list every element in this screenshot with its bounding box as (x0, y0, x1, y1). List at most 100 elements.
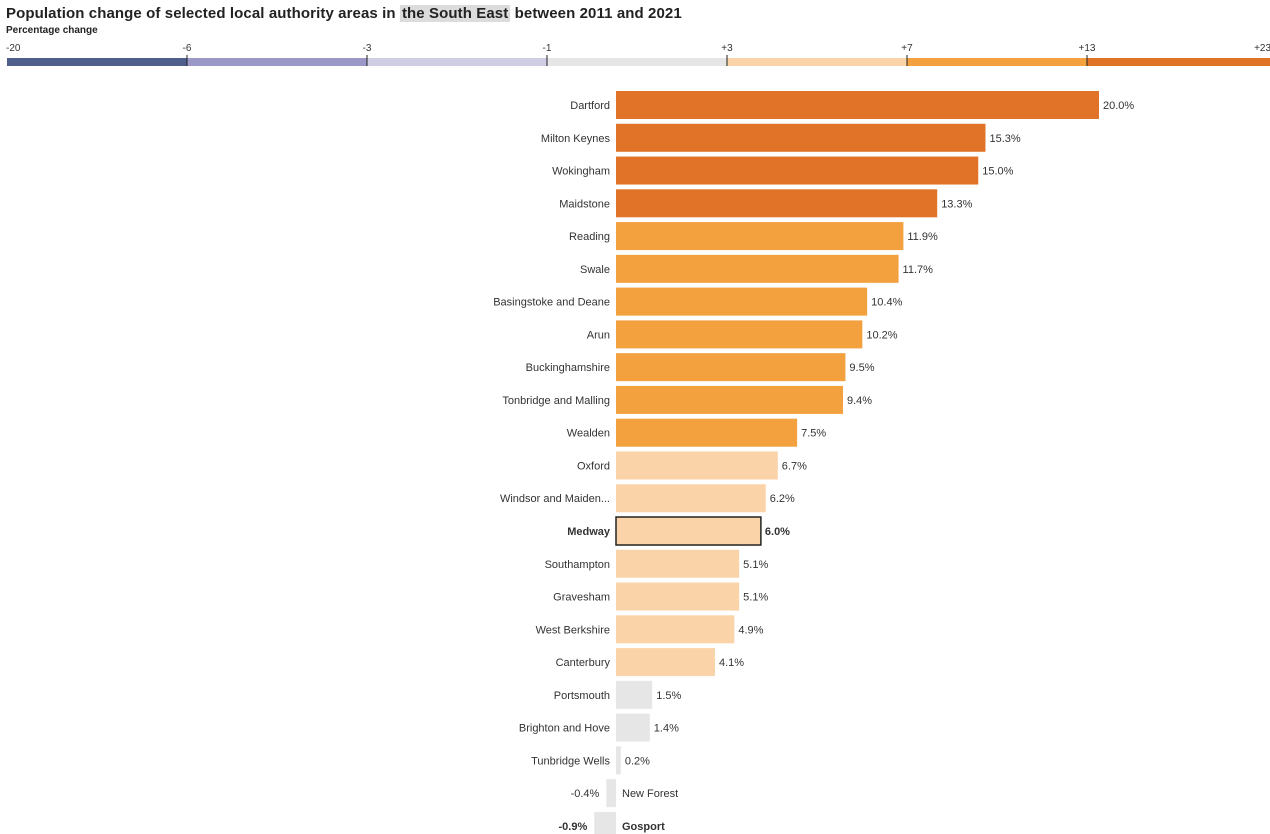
bar-row: Canterbury 4.1% (556, 648, 744, 677)
colour-scale-legend: -20 -6 -3 -1 +3 +7 +13 +23% (6, 43, 1270, 66)
bar-row: Oxford 6.7% (577, 451, 807, 480)
value-label: 1.5% (656, 690, 681, 702)
category-label: New Forest (622, 788, 678, 800)
category-label: Canterbury (556, 657, 611, 669)
category-label: Medway (567, 526, 611, 538)
value-label: 10.2% (866, 329, 897, 341)
value-label: 10.4% (871, 297, 902, 309)
bar-row: -0.4% New Forest (571, 779, 678, 808)
category-label: Brighton and Hove (519, 723, 610, 735)
bar (616, 156, 979, 185)
value-label: 7.5% (801, 428, 826, 440)
bar-row: Tonbridge and Malling 9.4% (502, 385, 872, 414)
bar (606, 779, 616, 808)
bar-row: Portsmouth 1.5% (554, 680, 682, 709)
bar (616, 418, 798, 447)
category-label: Reading (569, 231, 610, 243)
bar-row: Brighton and Hove 1.4% (519, 713, 679, 742)
bar (616, 648, 716, 677)
category-label: Swale (580, 264, 610, 276)
bar-row: Swale 11.7% (580, 254, 934, 283)
category-label: West Berkshire (536, 624, 610, 636)
legend-break-label: -1 (543, 43, 552, 54)
category-label: Oxford (577, 460, 610, 472)
value-label: 4.1% (719, 657, 744, 669)
value-label: 9.4% (847, 395, 872, 407)
value-label: 0.2% (625, 755, 650, 767)
value-label: 5.1% (743, 559, 768, 571)
value-label: 6.2% (770, 493, 795, 505)
value-label: 11.9% (907, 231, 938, 243)
legend-band-3 (367, 58, 547, 66)
bar (616, 549, 740, 578)
category-label: Gosport (622, 821, 665, 833)
legend-break-label: +7 (901, 43, 913, 54)
bar-row: -0.9% Gosport (559, 811, 665, 834)
legend-band-6 (907, 58, 1087, 66)
value-label: 6.0% (765, 526, 790, 538)
legend-break-label: -20 (6, 43, 21, 54)
category-label: Buckinghamshire (526, 362, 610, 374)
bar-row: West Berkshire 4.9% (536, 615, 764, 644)
value-label: -0.9% (559, 821, 588, 833)
bar-chart: Dartford 20.0% Milton Keynes 15.3% Wokingham… (493, 91, 1134, 834)
value-label: 1.4% (654, 723, 679, 735)
value-label: 9.5% (849, 362, 874, 374)
category-label: Wealden (567, 428, 610, 440)
bar-row: Medway 6.0% (567, 516, 790, 546)
bar-row: Buckinghamshire 9.5% (526, 353, 875, 382)
value-label: 4.9% (738, 624, 763, 636)
category-label: Dartford (570, 100, 610, 112)
bar-row: Gravesham 5.1% (553, 582, 768, 611)
value-label: -0.4% (571, 788, 600, 800)
bar (616, 713, 650, 742)
bar (616, 320, 863, 349)
legend-break-label: +13 (1079, 43, 1096, 54)
chart-title-start: Population change of selected local auth… (6, 5, 400, 22)
value-label: 15.0% (982, 166, 1013, 178)
bar-row: Maidstone 13.3% (559, 189, 973, 218)
category-label: Milton Keynes (541, 133, 611, 145)
bar (616, 582, 740, 611)
bar (616, 254, 899, 283)
legend-break-label: -3 (363, 43, 372, 54)
category-label: Southampton (545, 559, 610, 571)
chart-title-end: between 2011 and 2021 (510, 5, 682, 22)
bar (616, 222, 904, 251)
colour-scale-title: Percentage change (6, 25, 98, 36)
bar (616, 680, 653, 709)
legend-break-label: +23% (1254, 43, 1270, 54)
category-label: Gravesham (553, 592, 610, 604)
value-label: 11.7% (903, 264, 934, 276)
bar-row: Basingstoke and Deane 10.4% (493, 287, 903, 316)
category-label: Wokingham (552, 166, 610, 178)
bar (616, 123, 986, 152)
bar (616, 353, 846, 382)
bar (594, 811, 616, 834)
bar (616, 91, 1099, 119)
bar (616, 615, 735, 644)
bar-row: Wokingham 15.0% (552, 156, 1014, 185)
category-label: Maidstone (559, 198, 610, 210)
bar (615, 516, 762, 546)
bar-row: Reading 11.9% (569, 222, 938, 251)
category-label: Tonbridge and Malling (502, 395, 610, 407)
category-label: Windsor and Maiden... (500, 493, 610, 505)
chart-title: Population change of selected local auth… (6, 5, 682, 23)
chart-title-text: Population change of selected local auth… (6, 5, 682, 22)
chart-title-highlight: the South East (399, 5, 511, 22)
category-label: Tunbridge Wells (531, 755, 610, 767)
bar-row: Milton Keynes 15.3% (541, 123, 1021, 152)
legend-band-2 (187, 58, 367, 66)
value-label: 15.3% (989, 133, 1020, 145)
category-label: Basingstoke and Deane (493, 297, 610, 309)
category-label: Arun (587, 329, 610, 341)
value-label: 5.1% (743, 592, 768, 604)
legend-break-label: +3 (721, 43, 733, 54)
value-label: 6.7% (782, 460, 807, 472)
bar-row: Arun 10.2% (587, 320, 898, 349)
bar-row: Southampton 5.1% (545, 549, 768, 578)
legend-band-7 (1087, 58, 1270, 66)
legend-break-label: -6 (183, 43, 192, 54)
bar-row: Tunbridge Wells 0.2% (531, 746, 650, 775)
